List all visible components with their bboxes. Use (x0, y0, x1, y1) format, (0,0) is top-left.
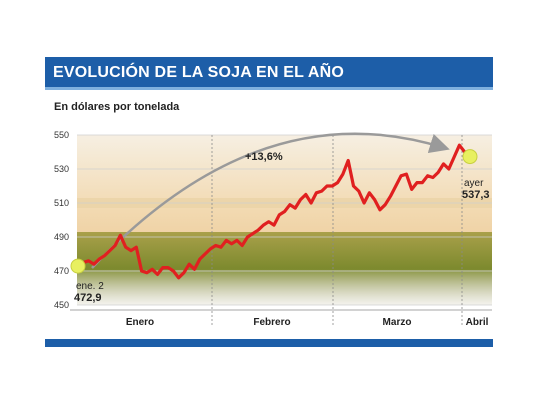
chart-subtitle: En dólares por tonelada (54, 101, 180, 113)
end-value: 537,3 (462, 189, 490, 201)
bottom-bar (45, 339, 493, 347)
y-tick-label: 450 (54, 300, 69, 310)
y-tick-label: 530 (54, 164, 69, 174)
x-axis: Enero Febrero Marzo Abril (70, 309, 492, 328)
start-label: ene. 2 (76, 281, 104, 292)
title-bar: EVOLUCIÓN DE LA SOJA EN EL AÑO (45, 57, 493, 90)
month-label: Marzo (383, 317, 412, 328)
change-arrow (91, 132, 450, 269)
end-point (462, 149, 478, 165)
series-line (76, 143, 472, 280)
chart-title: EVOLUCIÓN DE LA SOJA EN EL AÑO (53, 64, 345, 81)
month-label: Febrero (253, 317, 290, 328)
y-tick-label: 470 (54, 266, 69, 276)
y-axis: 450 470 490 510 530 550 (54, 130, 69, 310)
start-value: 472,9 (74, 292, 102, 304)
start-point (70, 258, 86, 274)
change-label: +13,6% (245, 151, 283, 163)
grid (77, 134, 492, 327)
y-tick-label: 490 (54, 232, 69, 242)
y-tick-label: 510 (54, 198, 69, 208)
month-label: Enero (126, 317, 154, 328)
end-label: ayer (464, 178, 484, 189)
y-tick-label: 550 (54, 130, 69, 140)
month-label: Abril (466, 317, 489, 328)
background-photo (77, 135, 492, 305)
